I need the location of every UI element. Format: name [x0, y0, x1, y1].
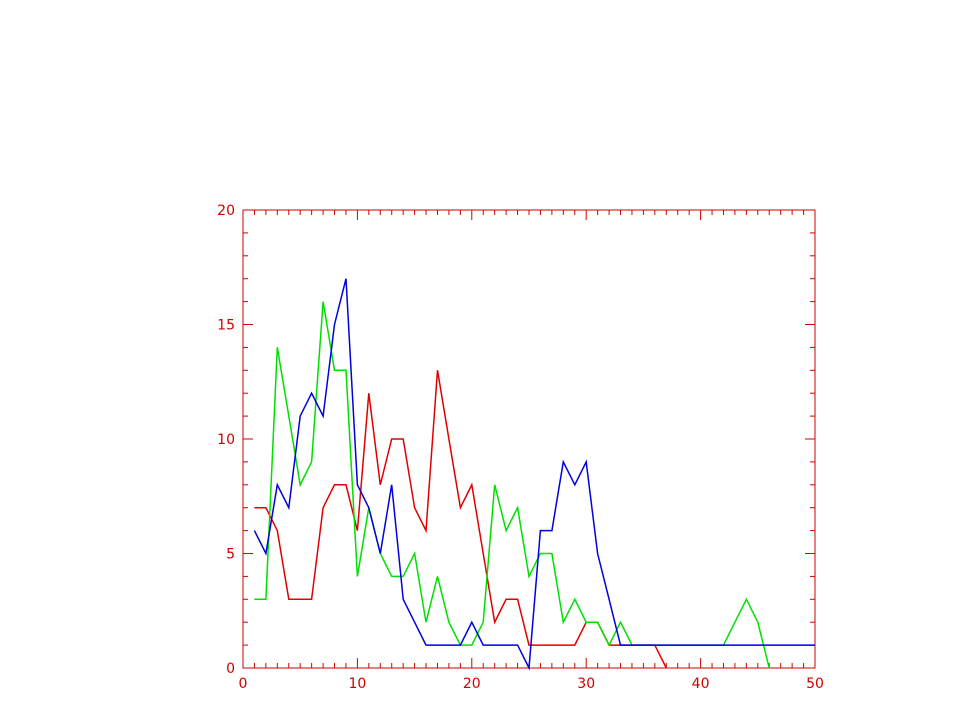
- y-tick-label: 10: [217, 432, 235, 448]
- minor-ticks: [243, 210, 815, 668]
- series-line-1: [254, 370, 667, 669]
- x-tick-label: 30: [577, 676, 595, 692]
- x-axis-tick-labels: 0 10 20 30 40 50: [239, 676, 824, 692]
- y-tick-label: 5: [226, 547, 235, 563]
- y-tick-label: 0: [226, 661, 235, 677]
- y-tick-label: 15: [217, 318, 235, 334]
- x-tick-label: 10: [348, 676, 366, 692]
- major-ticks: [242, 209, 816, 669]
- series-line-3: [253, 278, 815, 671]
- x-tick-label: 20: [463, 676, 481, 692]
- x-tick-label: 40: [692, 676, 710, 692]
- x-tick-label: 50: [806, 676, 824, 692]
- y-axis-tick-labels: 0 5 10 15 20: [217, 203, 235, 677]
- plot-frame: [242, 209, 816, 669]
- x-tick-label: 0: [239, 676, 248, 692]
- series-layer: [253, 278, 815, 671]
- series-line-2: [254, 301, 770, 669]
- y-tick-label: 20: [217, 203, 235, 219]
